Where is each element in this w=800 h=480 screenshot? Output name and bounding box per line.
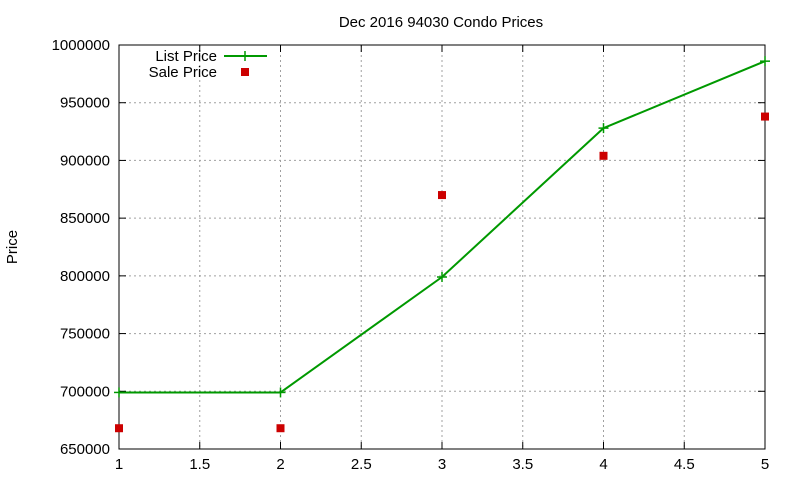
y-tick-label: 700000 [60,383,110,400]
grid [119,45,765,449]
y-tick-label: 950000 [60,95,110,112]
y-tick-label: 650000 [60,441,110,458]
chart-title: Dec 2016 94030 Condo Prices [339,14,543,31]
x-tick-label: 1.5 [189,456,210,473]
sale-price-point [761,112,769,121]
x-tick-label: 4 [599,456,607,473]
list-price-point [598,123,609,134]
y-axis-label: Price [4,230,21,264]
y-tick-label: 850000 [60,210,110,227]
list-price-point [275,387,286,398]
sale-price-point [438,191,446,200]
x-tick-label: 4.5 [674,456,695,473]
y-tick-label: 750000 [60,326,110,343]
list-price-point [437,272,447,283]
legend-label-list-price: List Price [155,48,217,65]
x-tick-label: 1 [115,456,123,473]
sale-price-point [599,151,608,160]
x-tick-label: 3.5 [512,456,533,473]
plot-area [114,56,770,433]
axes: 1 1.5 2 2.5 3 3.5 4 4.5 5 650000 700000 750000 80000… [52,37,770,473]
legend-marker-list-price [240,51,250,61]
y-tick-label: 800000 [60,268,110,285]
x-tick-label: 2 [276,456,284,473]
x-tick-label: 3 [438,456,446,473]
x-tick-label: 5 [761,456,769,473]
sale-price-point [115,424,123,433]
legend-swatch-sale-price [241,68,249,76]
legend-label-sale-price: Sale Price [149,64,217,81]
list-price-point [760,56,770,67]
list-price-point [114,387,124,398]
y-tick-label: 1000000 [52,37,110,54]
x-tick-label: 2.5 [351,456,372,473]
y-tick-label: 900000 [60,152,110,169]
sale-price-point [276,424,285,433]
